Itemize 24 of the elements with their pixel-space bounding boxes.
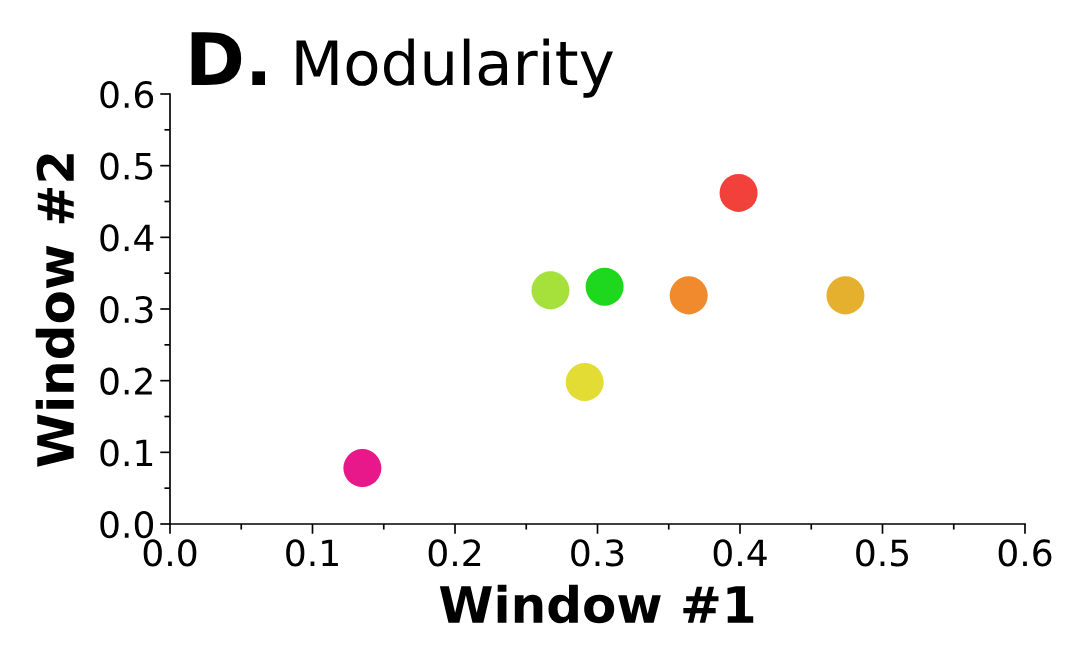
y-axis-title: Window #2 — [35, 154, 75, 467]
y-tick-label: 0.0 — [100, 510, 154, 539]
y-tick-label: 0.4 — [100, 224, 154, 252]
y-tick-label: 0.6 — [100, 80, 154, 109]
point — [585, 267, 624, 306]
x-tick-label: 0.1 — [286, 539, 338, 567]
y-tick-label: 0.5 — [100, 152, 153, 180]
x-tick-label: 0.3 — [571, 539, 624, 567]
x-tick-label: 0.6 — [998, 539, 1052, 567]
y-tick-label: 0.2 — [100, 367, 152, 395]
point — [826, 276, 865, 315]
x-tick-label: 0.0 — [143, 539, 197, 567]
point — [669, 276, 708, 315]
y-tick-label: 0.1 — [100, 439, 153, 467]
point — [343, 449, 382, 488]
x-tick-label: 0.5 — [856, 539, 909, 567]
y-tick-label: 0.3 — [100, 295, 153, 324]
chart-title: D. Modularity — [191, 32, 613, 98]
x-axis-title: Window #1 — [439, 584, 754, 624]
point — [531, 271, 570, 310]
point — [565, 363, 604, 402]
x-tick-label: 0.4 — [713, 539, 767, 567]
x-tick-label: 0.2 — [428, 539, 481, 567]
point — [719, 173, 758, 212]
